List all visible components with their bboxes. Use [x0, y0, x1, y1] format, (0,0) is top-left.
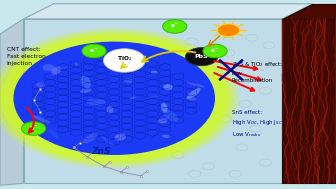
Ellipse shape — [33, 115, 50, 124]
Ellipse shape — [36, 82, 45, 88]
Ellipse shape — [86, 99, 106, 106]
Ellipse shape — [114, 63, 128, 68]
Circle shape — [22, 122, 46, 135]
Circle shape — [185, 48, 218, 66]
Circle shape — [249, 125, 261, 132]
Ellipse shape — [42, 64, 54, 71]
Text: e$^-$: e$^-$ — [89, 47, 99, 55]
Circle shape — [13, 42, 215, 155]
Ellipse shape — [189, 98, 197, 101]
Circle shape — [203, 44, 227, 58]
Ellipse shape — [163, 84, 173, 90]
Ellipse shape — [186, 88, 201, 99]
Ellipse shape — [60, 66, 70, 69]
Circle shape — [163, 20, 187, 33]
Ellipse shape — [83, 133, 97, 143]
Ellipse shape — [106, 106, 114, 113]
Circle shape — [192, 133, 204, 139]
Circle shape — [246, 34, 258, 41]
Circle shape — [0, 28, 239, 168]
Ellipse shape — [158, 119, 168, 123]
Polygon shape — [282, 19, 336, 183]
Ellipse shape — [163, 110, 178, 122]
Circle shape — [259, 159, 271, 166]
Polygon shape — [0, 19, 24, 185]
Circle shape — [217, 24, 240, 36]
Circle shape — [239, 101, 251, 107]
Circle shape — [259, 87, 271, 94]
Circle shape — [222, 50, 235, 56]
Circle shape — [0, 31, 234, 165]
Ellipse shape — [80, 75, 91, 88]
Text: PbS: PbS — [195, 54, 208, 59]
Circle shape — [82, 44, 106, 58]
Ellipse shape — [115, 134, 126, 141]
Ellipse shape — [75, 63, 78, 66]
Circle shape — [206, 68, 218, 75]
Ellipse shape — [51, 67, 61, 75]
Circle shape — [189, 170, 201, 177]
Polygon shape — [282, 4, 336, 19]
Ellipse shape — [162, 135, 170, 138]
FancyArrowPatch shape — [214, 73, 254, 91]
Polygon shape — [24, 4, 312, 19]
Ellipse shape — [124, 78, 133, 83]
FancyArrowPatch shape — [218, 67, 261, 81]
Ellipse shape — [133, 57, 150, 63]
FancyArrowPatch shape — [214, 61, 257, 70]
Text: e$^-$: e$^-$ — [170, 22, 180, 30]
Ellipse shape — [186, 82, 205, 87]
Circle shape — [219, 116, 231, 122]
Circle shape — [263, 42, 275, 49]
Text: e$^-$: e$^-$ — [210, 47, 220, 55]
Ellipse shape — [80, 88, 92, 93]
Circle shape — [172, 152, 184, 158]
Ellipse shape — [129, 96, 137, 99]
Text: ZnS: ZnS — [91, 147, 111, 156]
Circle shape — [236, 76, 248, 83]
Ellipse shape — [161, 103, 168, 112]
Ellipse shape — [49, 129, 59, 139]
Circle shape — [185, 38, 198, 45]
Circle shape — [202, 163, 214, 170]
Circle shape — [236, 144, 248, 151]
Text: TiO$_2$: TiO$_2$ — [117, 54, 132, 64]
Text: ZnS & TiO$_2$ effect:
Low
Recombination: ZnS & TiO$_2$ effect: Low Recombination — [232, 60, 283, 83]
Ellipse shape — [146, 96, 163, 99]
Text: SnS effect:
High V$_{OC}$, High J$_{SC}$
Low V$_{redox}$: SnS effect: High V$_{OC}$, High J$_{SC}$… — [232, 110, 283, 139]
Circle shape — [229, 170, 241, 177]
Circle shape — [222, 31, 235, 37]
Text: CNT effect:
Fast electron
injection: CNT effect: Fast electron injection — [7, 47, 46, 66]
Text: e$^-$: e$^-$ — [29, 125, 39, 132]
Ellipse shape — [151, 71, 158, 74]
Circle shape — [256, 63, 268, 70]
Circle shape — [103, 49, 145, 72]
FancyArrowPatch shape — [27, 108, 34, 132]
Circle shape — [1, 34, 228, 162]
Polygon shape — [24, 19, 282, 183]
Ellipse shape — [100, 136, 114, 146]
